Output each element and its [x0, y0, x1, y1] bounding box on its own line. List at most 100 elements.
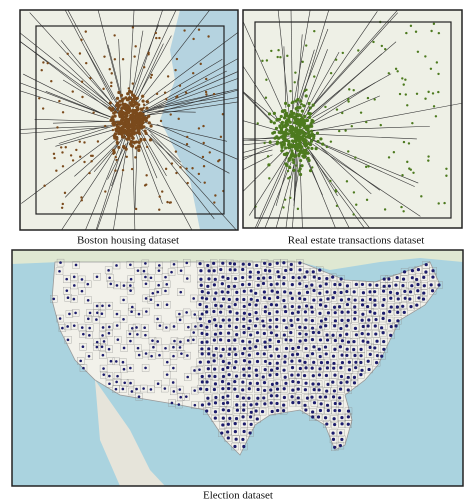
data-point: [293, 136, 298, 141]
county-point: [318, 354, 322, 359]
cell-edge: [148, 129, 181, 163]
county-point: [247, 396, 251, 400]
data-point: [121, 111, 126, 115]
county-point: [233, 338, 237, 342]
county-point: [241, 267, 245, 272]
county-cell: [219, 357, 227, 366]
county-cell: [321, 414, 330, 422]
county-cell: [252, 261, 261, 270]
county-cell: [99, 351, 107, 359]
county-cell: [289, 377, 297, 386]
county-point: [339, 290, 343, 295]
data-point: [127, 130, 131, 134]
county-cell: [280, 393, 289, 402]
county-cell: [247, 287, 255, 295]
county-cell: [50, 295, 58, 303]
data-point: [307, 101, 311, 106]
cell-edge: [277, 10, 291, 120]
county-point: [193, 313, 197, 316]
data-point: [43, 184, 46, 187]
data-point: [197, 172, 201, 176]
cell-edge: [243, 141, 284, 153]
county-point: [248, 360, 252, 364]
data-point: [110, 84, 113, 88]
data-point: [275, 140, 280, 144]
county-cell: [224, 384, 233, 393]
county-cell: [329, 393, 338, 401]
county-cell: [330, 322, 339, 330]
data-point: [434, 115, 438, 118]
county-cell: [86, 324, 94, 332]
county-cell: [64, 294, 72, 302]
county-point: [323, 395, 328, 399]
county-cell: [260, 274, 268, 282]
data-point: [283, 109, 287, 113]
county-point: [311, 270, 315, 274]
county-cell: [254, 274, 263, 283]
cell-edge: [146, 88, 238, 112]
county-point: [282, 282, 286, 286]
data-point: [178, 84, 182, 87]
county-cell: [196, 358, 204, 366]
county-cell: [357, 358, 365, 367]
county-point: [354, 366, 358, 370]
county-cell: [127, 275, 135, 283]
county-cell: [357, 345, 365, 354]
county-point: [247, 366, 251, 370]
data-point: [121, 97, 125, 101]
county-point: [396, 310, 400, 314]
county-cell: [252, 366, 260, 374]
county-point: [263, 359, 268, 364]
county-point: [200, 347, 204, 351]
county-point: [221, 367, 225, 371]
county-cell: [230, 364, 239, 372]
data-point: [119, 109, 123, 113]
county-point: [317, 330, 321, 335]
county-cell: [126, 337, 135, 345]
county-cell: [211, 372, 219, 381]
county-cell: [175, 400, 183, 409]
county-cell: [210, 336, 219, 344]
data-point: [365, 120, 368, 124]
county-point: [282, 261, 286, 265]
county-point: [247, 353, 251, 357]
data-point: [313, 29, 316, 33]
data-point: [89, 76, 92, 80]
cell-edge: [131, 10, 163, 103]
county-point: [263, 345, 268, 349]
county-cell: [287, 265, 295, 274]
data-point: [114, 169, 117, 172]
county-point: [275, 401, 279, 406]
county-point: [205, 409, 209, 413]
county-cell: [428, 287, 437, 295]
data-point: [282, 141, 286, 146]
county-point: [311, 415, 315, 419]
county-cell: [211, 408, 220, 416]
county-cell: [314, 380, 323, 388]
data-point: [284, 111, 289, 115]
cell-edge: [134, 146, 138, 209]
county-point: [347, 360, 351, 364]
county-point: [107, 304, 111, 307]
county-point: [116, 374, 119, 378]
election-map: [12, 250, 463, 486]
county-point: [256, 387, 260, 392]
county-cell: [191, 310, 199, 319]
county-cell: [112, 378, 121, 386]
county-cell: [231, 427, 240, 436]
data-point: [284, 138, 288, 142]
county-cell: [210, 307, 218, 316]
data-point: [306, 156, 310, 160]
county-cell: [365, 365, 373, 374]
county-point: [282, 275, 286, 280]
county-point: [192, 338, 195, 342]
county-point: [88, 326, 91, 330]
data-point: [291, 158, 295, 162]
county-point: [290, 311, 295, 315]
county-cell: [86, 309, 94, 317]
county-cell: [141, 331, 150, 339]
data-point: [145, 174, 148, 177]
county-point: [207, 347, 211, 351]
county-cell: [212, 289, 220, 297]
